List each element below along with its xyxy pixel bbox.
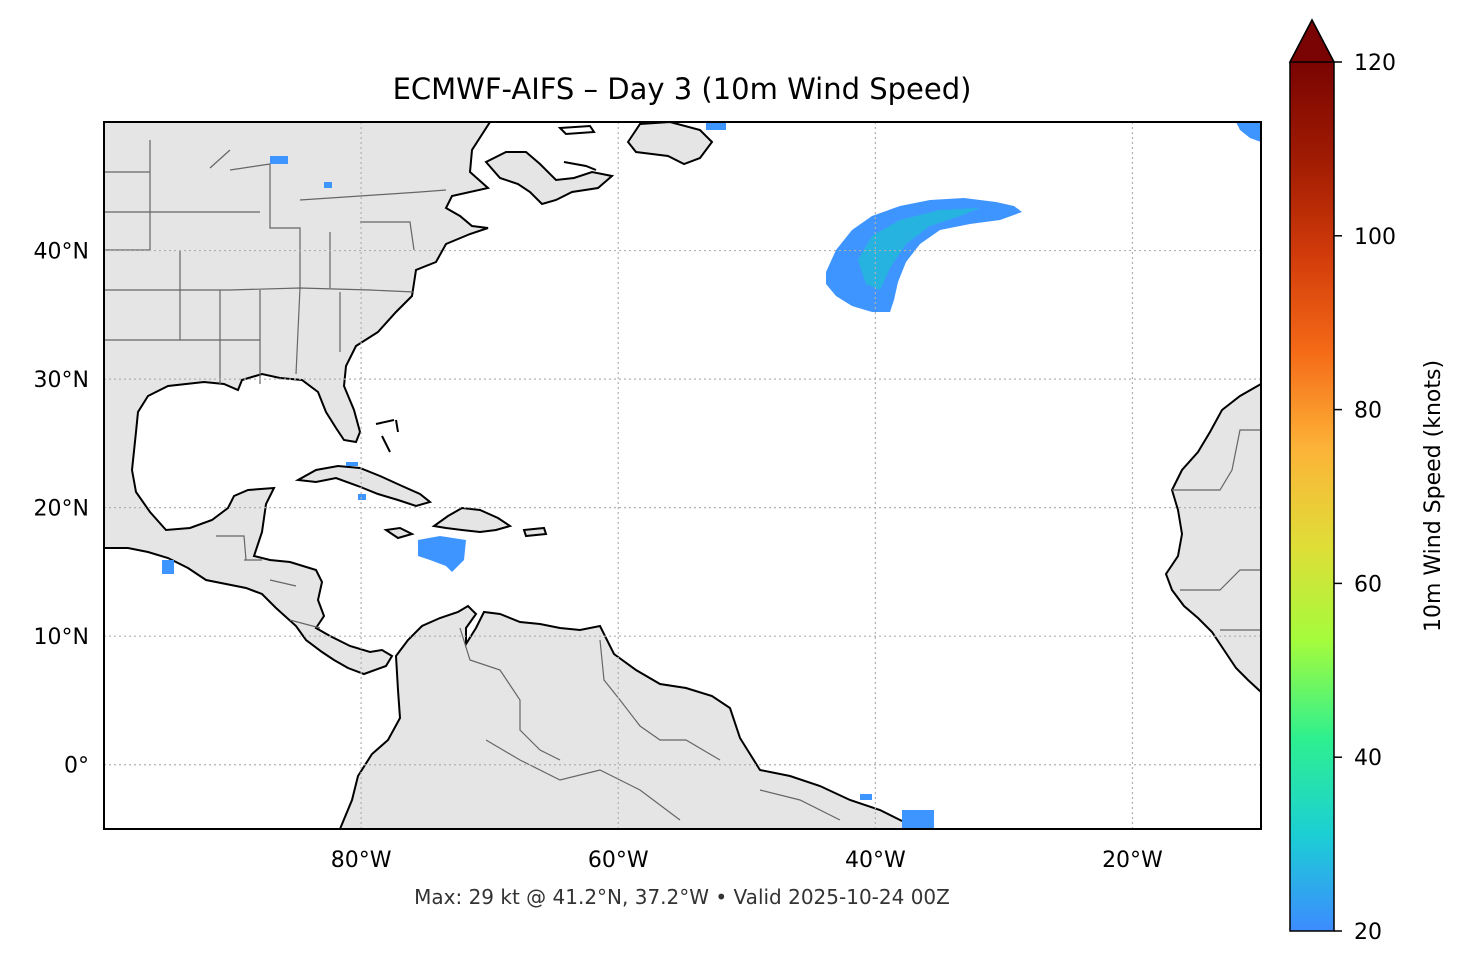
colorbar-tick-label: 40 (1354, 746, 1382, 771)
lat-tick-label: 40°N (34, 240, 89, 265)
wind-area-ne-atlantic (1236, 122, 1261, 142)
map-title: ECMWF-AIFS – Day 3 (10m Wind Speed) (393, 72, 972, 106)
wind-area-cuba-south (358, 494, 366, 500)
wind-area-lake-erie (324, 182, 332, 188)
colorbar-tick-label: 80 (1354, 399, 1382, 424)
land-africa (1164, 382, 1261, 694)
colorbar-tick-label: 120 (1354, 51, 1396, 76)
lat-tick-label: 10°N (34, 625, 89, 650)
lon-tick-label: 20°W (1102, 848, 1163, 873)
lon-tick-label: 80°W (331, 848, 392, 873)
colorbar-tick-label: 100 (1354, 225, 1396, 250)
wind-area-pacific-mexico (162, 560, 174, 574)
lon-tick-label: 60°W (588, 848, 649, 873)
wind-area-newfoundland (706, 122, 726, 130)
state-borders (104, 122, 1261, 821)
wind-area-great-lakes (270, 156, 288, 164)
colorbar-extend-arrow (1288, 18, 1336, 63)
colorbar-tick-label: 60 (1354, 572, 1382, 597)
land-jamaica (383, 526, 415, 540)
colorbar-body (1290, 62, 1334, 931)
colorbar-tick-label: 20 (1354, 920, 1382, 945)
wind-area-brazil-small (860, 794, 872, 800)
latitude-tick-labels: 0° 10°N 20°N 30°N 40°N (34, 240, 89, 779)
colorbar-outline (1289, 18, 1335, 932)
wind-area-hispaniola (418, 536, 466, 572)
lat-tick-label: 0° (64, 754, 89, 779)
land-cuba (294, 464, 433, 508)
footer-caption: Max: 29 kt @ 41.2°N, 37.2°W • Valid 2025… (414, 885, 950, 909)
land-hispaniola (431, 506, 513, 534)
land-pei (557, 124, 597, 171)
land-maritimes (484, 151, 615, 206)
lat-tick-label: 30°N (34, 368, 89, 393)
colorbar: 20 40 60 80 100 120 10m Wind Speed (knots) (1288, 18, 1446, 945)
land-puerto-rico (522, 526, 548, 538)
wind-area-brazil (902, 810, 934, 829)
wind-area-north-atlantic-core (858, 208, 980, 290)
land-north-america (104, 122, 492, 676)
lon-tick-label: 40°W (845, 848, 906, 873)
colorbar-ticks: 20 40 60 80 100 120 (1334, 51, 1396, 945)
colorbar-label: 10m Wind Speed (knots) (1421, 360, 1446, 632)
map-area (104, 122, 1261, 829)
land-south-america (338, 604, 921, 829)
longitude-tick-labels: 80°W 60°W 40°W 20°W (331, 848, 1163, 873)
map-frame (103, 121, 1262, 830)
land-bahamas (375, 419, 399, 453)
wind-area-cuba-north (346, 462, 358, 466)
lat-tick-label: 20°N (34, 497, 89, 522)
